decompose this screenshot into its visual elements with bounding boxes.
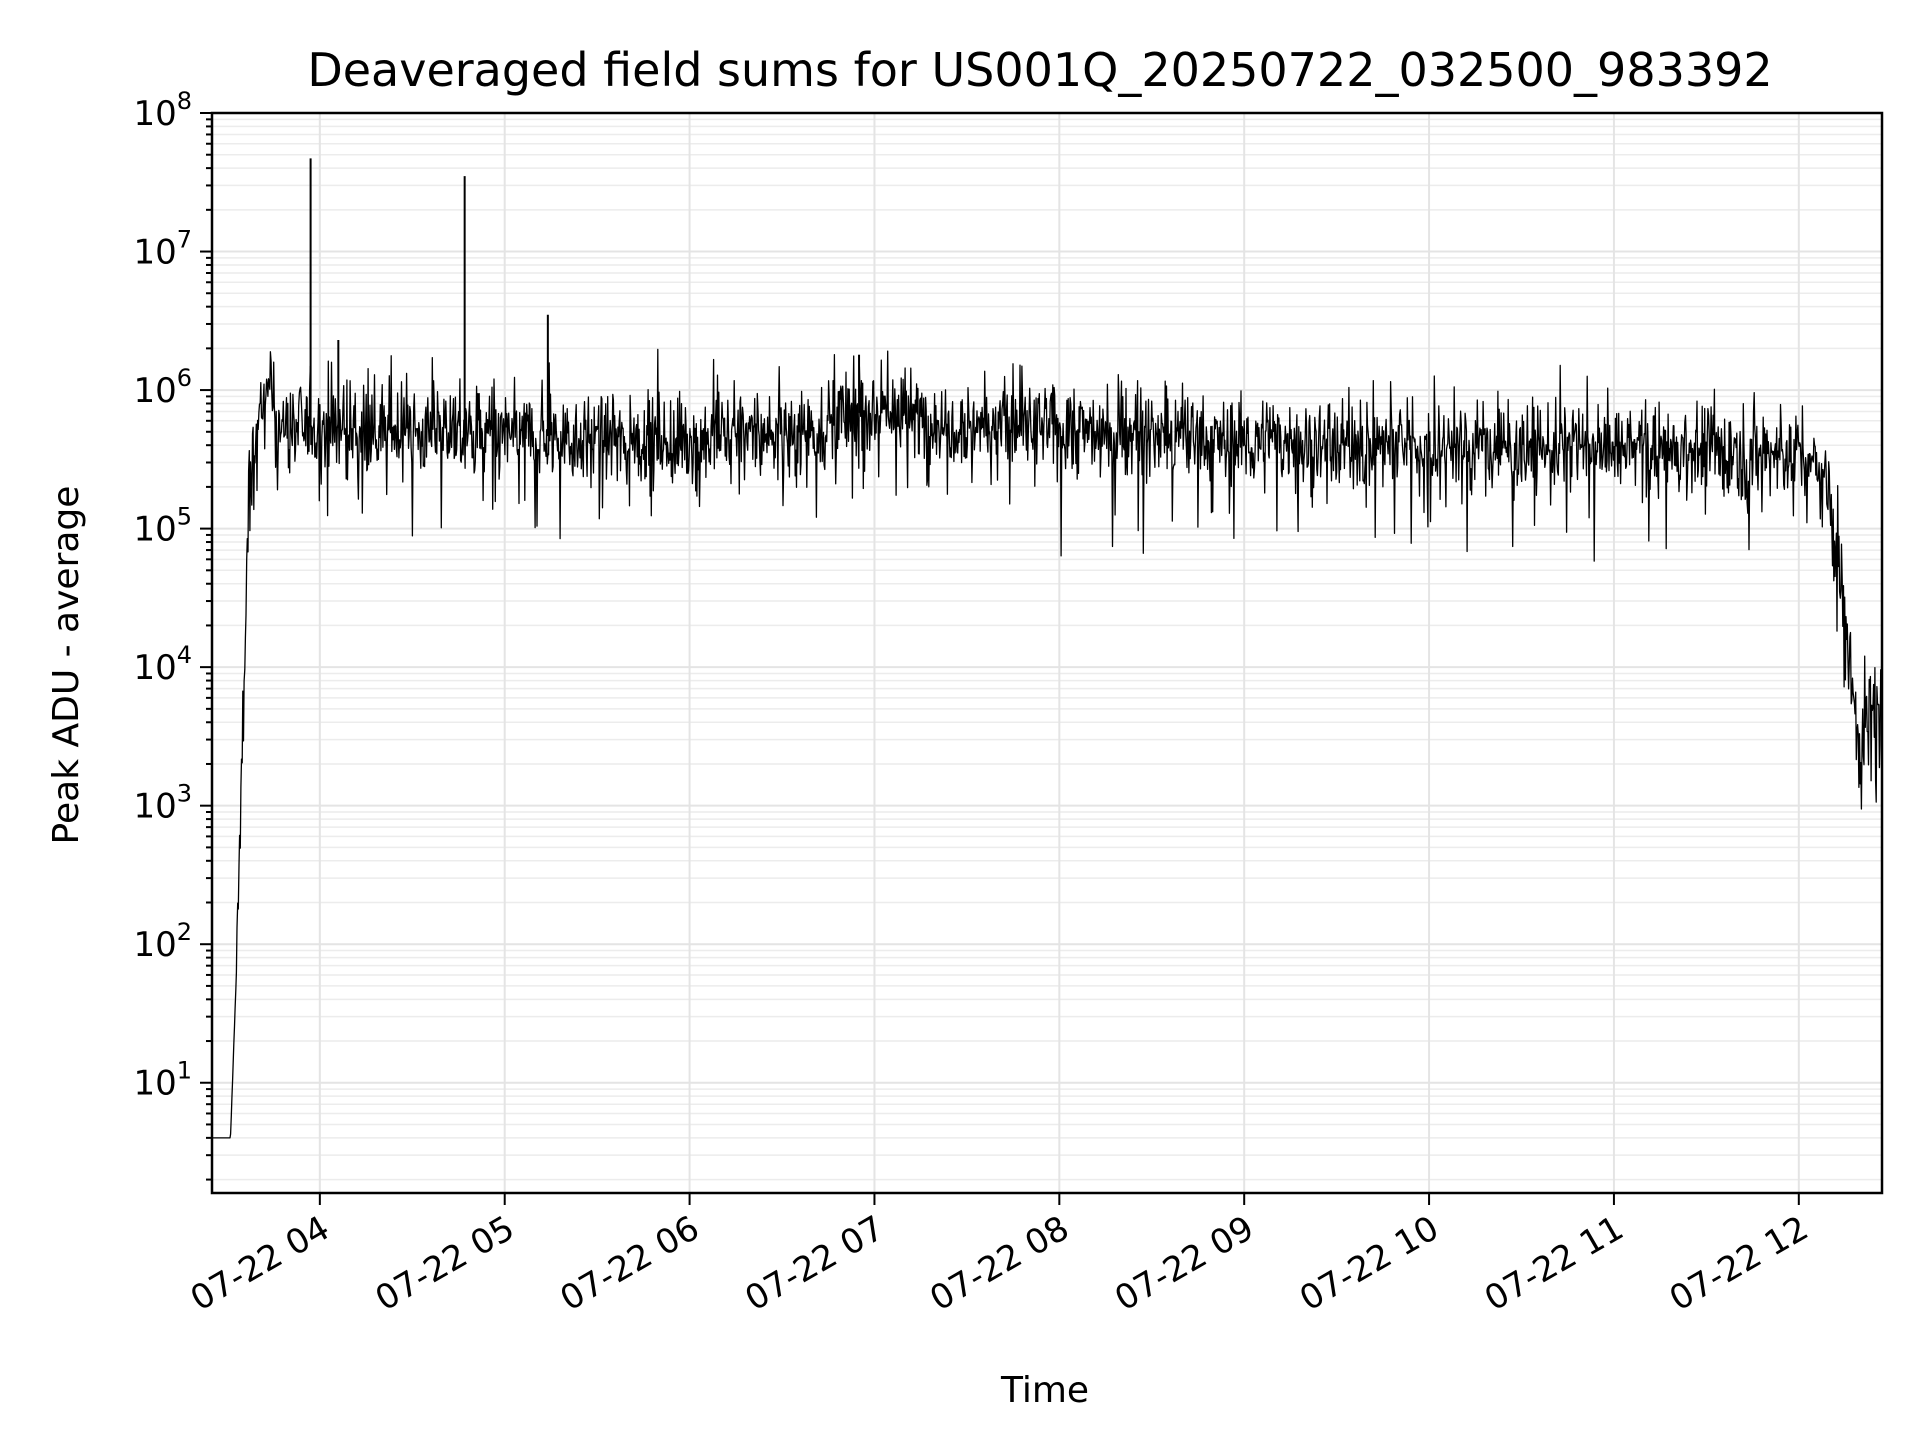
y-tick-label: 102 [133,918,192,965]
series-line [211,348,1883,1139]
x-tick-label: 07-22 09 [1108,1208,1260,1319]
y-axis: 101 102 103 104 105 106 107 108 [133,87,212,1181]
y-axis-label: Peak ADU - average [46,486,87,845]
grid [212,112,1882,1193]
y-tick-label: 103 [133,780,192,827]
y-tick-label: 108 [133,87,192,134]
x-tick-label: 07-22 12 [1663,1208,1815,1319]
x-tick-label: 07-22 06 [554,1208,706,1319]
x-tick-label: 07-22 04 [184,1208,336,1319]
x-axis-label: Time [1000,1370,1089,1411]
y-tick-label: 105 [133,503,192,550]
plot-frame [210,111,1884,1195]
x-axis: 07-22 04 07-22 05 07-22 06 07-22 07 07-22 08… [184,1193,1815,1319]
x-tick-label: 07-22 11 [1478,1208,1630,1319]
y-tick-label: 107 [133,226,192,273]
chart-title: Deaveraged field sums for US001Q_2025072… [307,43,1772,97]
x-tick-label: 07-22 10 [1293,1208,1445,1319]
y-tick-label: 101 [133,1057,192,1104]
x-tick-label: 07-22 05 [369,1208,521,1319]
x-tick-label: 07-22 07 [739,1208,891,1319]
y-tick-label: 104 [133,641,192,688]
y-tick-label: 106 [133,364,192,411]
spikes [309,158,861,437]
x-tick-label: 07-22 08 [923,1208,1075,1319]
